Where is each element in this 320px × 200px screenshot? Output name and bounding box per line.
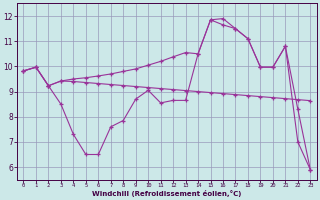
X-axis label: Windchill (Refroidissement éolien,°C): Windchill (Refroidissement éolien,°C) [92, 190, 242, 197]
